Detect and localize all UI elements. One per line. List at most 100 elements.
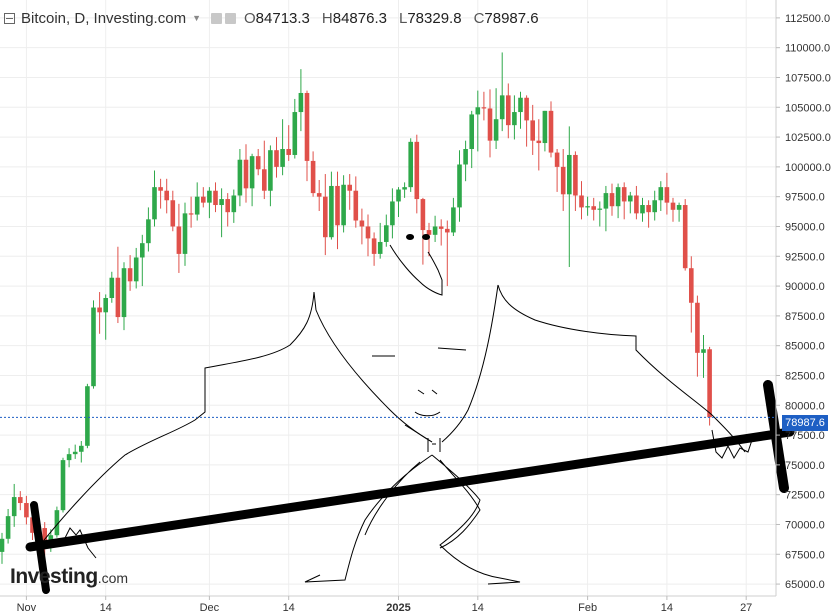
candle-body xyxy=(469,114,474,149)
candle-body xyxy=(432,226,438,235)
candle xyxy=(91,300,96,389)
y-tick-label: 82500.0 xyxy=(785,370,825,382)
candle xyxy=(231,189,237,223)
candle xyxy=(518,91,523,129)
candle xyxy=(97,292,102,334)
candle-body xyxy=(201,196,206,203)
candle-body xyxy=(127,268,133,282)
candle-body xyxy=(530,120,535,141)
candle-body xyxy=(640,205,645,214)
candle-body xyxy=(664,187,670,203)
candle-body xyxy=(487,108,493,141)
candle xyxy=(609,183,615,216)
candle xyxy=(188,196,194,228)
candle xyxy=(402,182,407,198)
candle xyxy=(451,197,456,237)
eye-icon[interactable] xyxy=(211,12,222,24)
candle xyxy=(554,149,560,192)
candle xyxy=(560,149,566,211)
candle-body xyxy=(152,187,157,220)
candle-body xyxy=(560,166,566,195)
candle xyxy=(426,222,432,257)
candle xyxy=(347,174,352,210)
candle-body xyxy=(414,141,420,200)
candle xyxy=(463,140,468,182)
candle-body xyxy=(445,228,450,233)
candle-body xyxy=(182,213,188,254)
candle-body xyxy=(292,112,298,155)
candle xyxy=(158,178,163,209)
candle-body xyxy=(286,149,291,155)
candle-body xyxy=(323,196,328,238)
y-tick-label: 107500.0 xyxy=(785,72,831,84)
candle-body xyxy=(231,195,237,213)
candle xyxy=(469,110,474,169)
candle-body xyxy=(518,97,523,113)
candle-body xyxy=(347,184,352,191)
investing-logo[interactable]: Investing.com xyxy=(10,565,129,588)
candle-body xyxy=(408,141,413,188)
candle xyxy=(103,294,108,340)
x-tick-label: Nov xyxy=(17,602,37,614)
sketch-mouth xyxy=(372,347,467,357)
y-tick-label: 80000.0 xyxy=(785,400,825,412)
candle xyxy=(591,197,596,221)
candle-body xyxy=(335,185,340,226)
candle-body xyxy=(72,451,78,455)
candle-body xyxy=(0,538,5,552)
candle-body xyxy=(652,200,657,213)
sketch-head xyxy=(389,244,443,296)
candle xyxy=(304,90,310,182)
candle-body xyxy=(103,298,108,313)
candle-body xyxy=(225,199,230,213)
candle-body xyxy=(707,349,712,418)
candle-body xyxy=(658,187,664,201)
candle xyxy=(652,190,657,221)
candle xyxy=(377,222,383,259)
y-tick-label: 70000.0 xyxy=(785,519,825,531)
candle xyxy=(176,203,182,273)
candle-body xyxy=(24,503,29,518)
candle xyxy=(133,247,139,289)
candle xyxy=(66,448,72,468)
candle xyxy=(280,119,285,176)
y-tick-label: 90000.0 xyxy=(785,281,825,293)
candle xyxy=(487,89,493,158)
candle xyxy=(11,483,17,527)
candle-body xyxy=(268,150,273,191)
gear-icon[interactable] xyxy=(225,12,236,24)
candle xyxy=(152,170,157,227)
x-tick-label: Feb xyxy=(578,602,597,614)
x-tick-label: Dec xyxy=(200,602,220,614)
y-tick-label: 100000.0 xyxy=(785,162,831,174)
candle xyxy=(72,444,78,459)
candle-body xyxy=(188,213,194,215)
candle xyxy=(207,187,212,219)
candle xyxy=(109,271,115,303)
collapse-icon[interactable] xyxy=(4,12,15,24)
candle-body xyxy=(396,189,401,202)
candle-body xyxy=(463,149,468,165)
chevron-down-icon[interactable]: ▼ xyxy=(192,13,201,23)
candle-body xyxy=(79,445,84,452)
y-tick-label: 77500.0 xyxy=(785,430,825,442)
candle-body xyxy=(536,140,542,144)
candle-body xyxy=(573,154,578,196)
candle xyxy=(359,208,365,245)
candle-body xyxy=(359,220,365,227)
sketch-nose xyxy=(414,389,441,417)
symbol-title: Bitcoin, D, Investing.com xyxy=(21,9,187,27)
candle xyxy=(530,104,535,155)
candle-body xyxy=(499,95,505,120)
candle-body xyxy=(146,219,151,244)
candle-body xyxy=(634,195,639,214)
y-tick-label: 87500.0 xyxy=(785,311,825,323)
candle-body xyxy=(329,185,334,238)
candle xyxy=(255,149,261,176)
candle-body xyxy=(585,206,590,208)
candle-body xyxy=(542,110,548,144)
candle-body xyxy=(676,205,682,210)
candle-body xyxy=(170,200,176,227)
candle xyxy=(499,52,505,132)
candle xyxy=(0,532,5,564)
